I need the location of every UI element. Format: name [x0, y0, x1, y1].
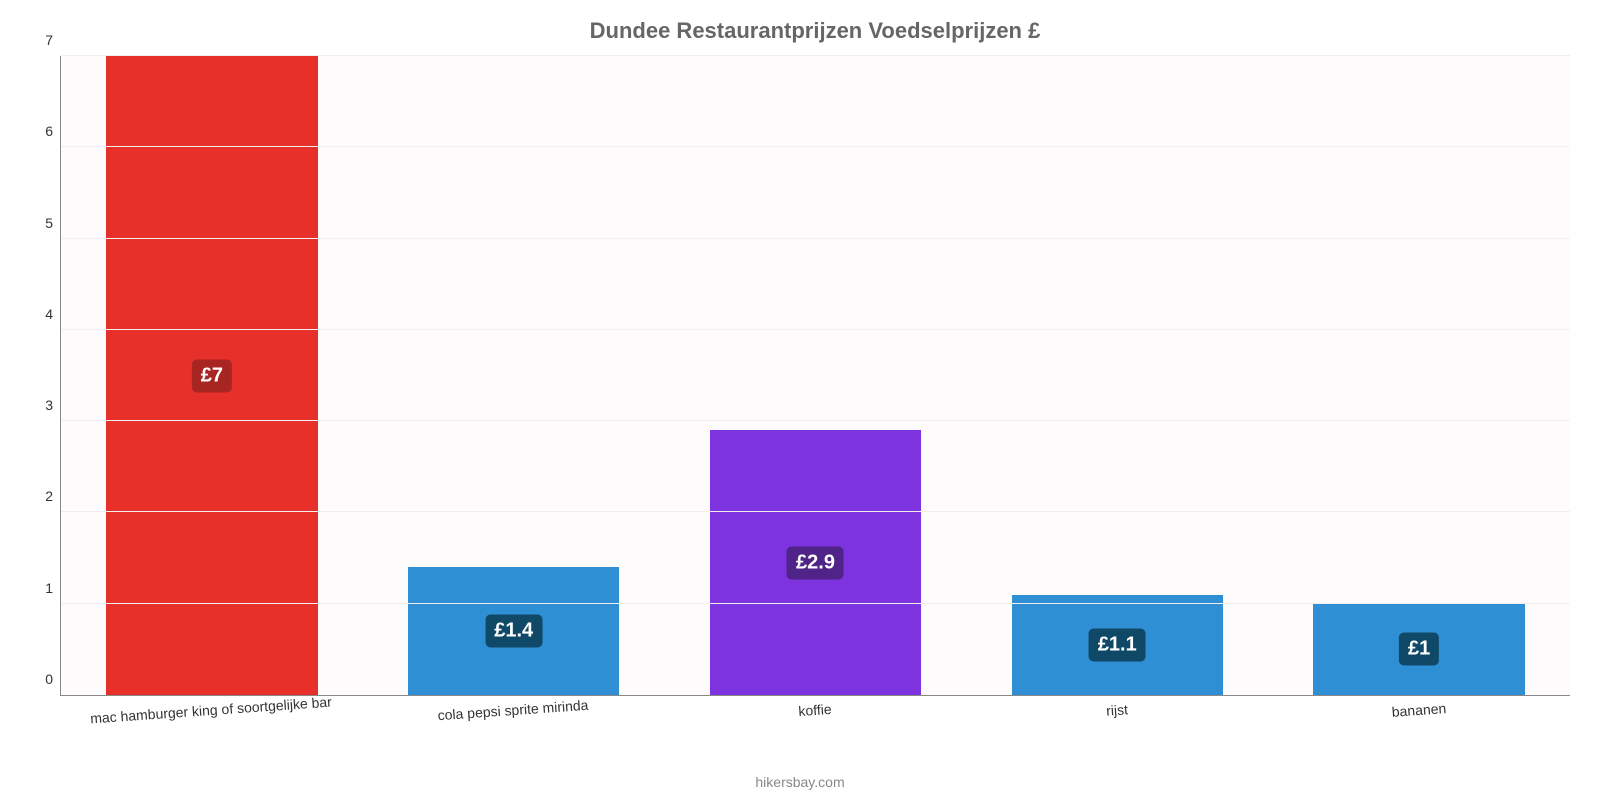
- bars-row: £7 £1.4 £2.9 £1.1 £1: [61, 56, 1570, 695]
- x-axis-labels: mac hamburger king of soortgelijke barco…: [60, 702, 1570, 718]
- x-axis-label: mac hamburger king of soortgelijke bar: [60, 691, 362, 728]
- y-tick-label: 3: [45, 397, 61, 413]
- chart-container: Dundee Restaurantprijzen Voedselprijzen …: [0, 0, 1600, 800]
- bar-value-label: £1.1: [1089, 628, 1146, 661]
- y-tick-label: 2: [45, 488, 61, 504]
- y-tick-label: 0: [45, 671, 61, 687]
- y-tick-label: 6: [45, 123, 61, 139]
- bar: £7: [106, 56, 317, 695]
- bar: £1.1: [1012, 595, 1223, 695]
- plot-area: £7£1.4£2.9£1.1£1 01234567: [60, 56, 1570, 696]
- y-tick-label: 1: [45, 580, 61, 596]
- x-axis-label: koffie: [664, 691, 966, 728]
- x-axis-label: cola pepsi sprite mirinda: [362, 691, 664, 728]
- bar-value-label: £7: [192, 359, 232, 392]
- bar-slot: £1.1: [966, 56, 1268, 695]
- x-axis-label: bananen: [1268, 691, 1570, 728]
- bar-value-label: £1.4: [485, 615, 542, 648]
- bar-slot: £1.4: [363, 56, 665, 695]
- y-tick-label: 5: [45, 215, 61, 231]
- y-tick-label: 4: [45, 306, 61, 322]
- attribution-text: hikersbay.com: [0, 774, 1600, 790]
- y-tick-label: 7: [45, 32, 61, 48]
- bar: £1.4: [408, 567, 619, 695]
- chart-title: Dundee Restaurantprijzen Voedselprijzen …: [60, 10, 1570, 56]
- bar: £1: [1313, 604, 1524, 695]
- bar-value-label: £2.9: [787, 546, 844, 579]
- bar-slot: £1: [1268, 56, 1570, 695]
- bar-slot: £2.9: [665, 56, 967, 695]
- bar-value-label: £1: [1399, 633, 1439, 666]
- bar: £2.9: [710, 430, 921, 695]
- x-axis-label: rijst: [966, 691, 1268, 728]
- bar-slot: £7: [61, 56, 363, 695]
